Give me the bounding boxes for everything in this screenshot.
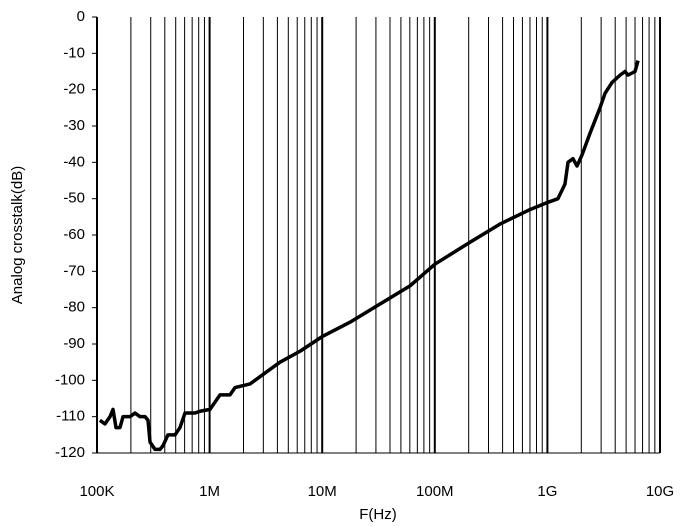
x-tick-label: 10G: [646, 483, 674, 500]
y-tick-label: -30: [63, 117, 85, 134]
y-tick-label: -60: [63, 226, 85, 243]
x-tick-label: 1M: [199, 483, 220, 500]
y-axis-label: Analog crosstalk(dB): [9, 166, 26, 304]
y-tick-label: -70: [63, 262, 85, 279]
y-tick-label: -50: [63, 190, 85, 207]
y-tick-label: -40: [63, 153, 85, 170]
data-line: [98, 60, 640, 452]
y-tick-label: -90: [63, 335, 85, 352]
x-tick-label: 1G: [537, 483, 557, 500]
x-tick-label: 100M: [416, 483, 454, 500]
y-tick-label: -10: [63, 44, 85, 61]
y-tick-label: -80: [63, 299, 85, 316]
y-tick-label: -20: [63, 81, 85, 98]
y-tick-label: -120: [55, 444, 85, 461]
x-tick-label: 10M: [308, 483, 337, 500]
y-tick-label: -100: [55, 371, 85, 388]
x-tick-label: 100K: [79, 483, 114, 500]
y-tick-label: 0: [77, 8, 85, 25]
x-axis-label: F(Hz): [359, 506, 397, 523]
y-tick-label: -110: [56, 408, 85, 425]
